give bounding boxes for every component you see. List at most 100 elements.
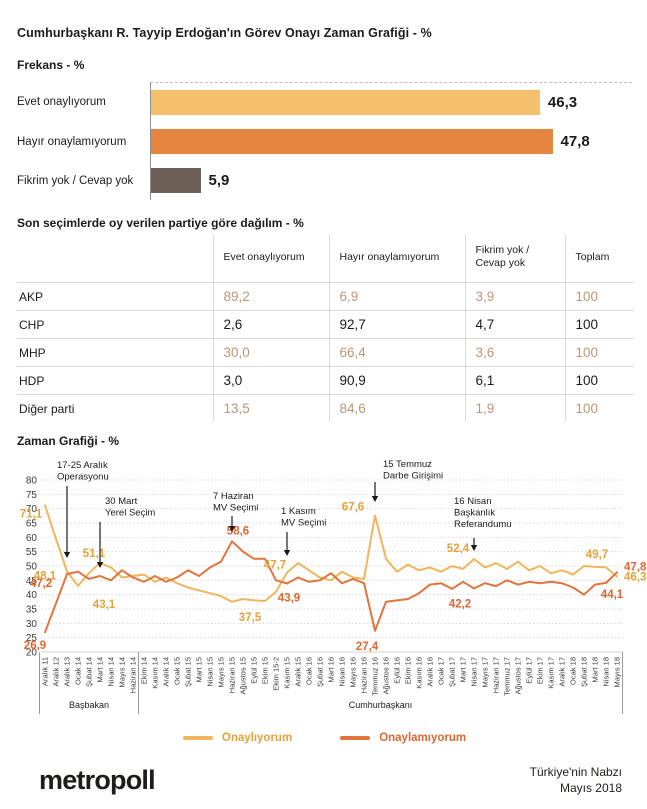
party-name-cell: AKP — [17, 282, 213, 311]
svg-text:Ekim 15-2: Ekim 15-2 — [272, 657, 281, 691]
svg-text:Ekim 15: Ekim 15 — [261, 657, 270, 684]
svg-text:47,7: 47,7 — [264, 560, 286, 572]
svg-text:Aralık 14: Aralık 14 — [162, 657, 171, 687]
svg-text:Ağustos 16: Ağustos 16 — [382, 657, 391, 695]
svg-text:43,1: 43,1 — [93, 599, 116, 611]
svg-text:25: 25 — [26, 633, 38, 644]
table-cell: 3,0 — [212, 366, 329, 395]
svg-text:43,9: 43,9 — [278, 593, 300, 605]
svg-text:Aralık 15: Aralık 15 — [294, 657, 303, 687]
legend-item-disapprove: Onaylamıyorum — [340, 732, 466, 744]
bar-label: Evet onaylıyorum — [17, 96, 106, 108]
svg-text:Mayıs 16: Mayıs 16 — [349, 657, 358, 687]
svg-text:Ağustos 17: Ağustos 17 — [514, 657, 523, 695]
table-cell: 66,4 — [328, 338, 465, 367]
svg-text:Nisan 16: Nisan 16 — [338, 657, 347, 687]
bar — [151, 129, 553, 154]
svg-text:16 Nisan: 16 Nisan — [454, 496, 492, 507]
table-cell: 92,7 — [328, 310, 465, 339]
svg-text:Temmuz 16: Temmuz 16 — [371, 657, 380, 696]
table-cell: 84,6 — [328, 394, 465, 423]
svg-text:47,8: 47,8 — [624, 562, 647, 574]
bar-area: 46,3 — [150, 82, 632, 122]
svg-text:Kasım 15: Kasım 15 — [283, 657, 292, 689]
svg-text:52,4: 52,4 — [447, 543, 470, 555]
bar — [151, 168, 201, 193]
svg-text:65: 65 — [26, 519, 38, 530]
svg-text:Referandumu: Referandumu — [454, 519, 512, 530]
page-title: Cumhurbaşkanı R. Tayyip Erdoğan'ın Görev… — [17, 26, 432, 40]
svg-text:Mart 14: Mart 14 — [96, 657, 105, 682]
svg-text:Ağustos 15: Ağustos 15 — [239, 657, 248, 695]
svg-text:Operasyonu: Operasyonu — [57, 472, 109, 483]
table-row: CHP 2,6 92,7 4,7 100 — [17, 310, 634, 339]
bar-area: 5,9 — [150, 161, 632, 200]
bar-value: 47,8 — [560, 133, 590, 150]
svg-text:70: 70 — [26, 504, 38, 515]
svg-text:Eylül 16: Eylül 16 — [393, 657, 402, 684]
svg-text:Mart 17: Mart 17 — [459, 657, 468, 682]
table-cell: 100 — [564, 338, 634, 367]
chart-legend: Onaylıyorum Onaylamıyorum — [17, 732, 632, 744]
svg-text:42,2: 42,2 — [449, 599, 471, 611]
table-cell: 6,9 — [328, 282, 465, 311]
footer-edition: Türkiye'nin Nabzı Mayıs 2018 — [530, 764, 622, 796]
table-cell: 4,7 — [464, 310, 565, 339]
svg-text:47,2: 47,2 — [30, 578, 52, 590]
svg-text:15 Temmuz: 15 Temmuz — [383, 459, 432, 470]
svg-text:20: 20 — [26, 648, 38, 659]
svg-text:Haziran 17: Haziran 17 — [492, 657, 501, 693]
time-chart-heading: Zaman Grafiği - % — [17, 434, 120, 449]
svg-text:Kasım 14: Kasım 14 — [151, 657, 160, 689]
svg-text:55: 55 — [26, 547, 38, 558]
svg-text:Başbakan: Başbakan — [69, 700, 109, 710]
svg-text:45: 45 — [26, 576, 38, 587]
footer-edition-date: Mayıs 2018 — [559, 781, 622, 796]
svg-text:Ocak 16: Ocak 16 — [305, 657, 314, 685]
table-row: HDP 3,0 90,9 6,1 100 — [17, 366, 634, 395]
svg-text:Mayıs 17: Mayıs 17 — [481, 657, 490, 687]
svg-text:MV Seçimi: MV Seçimi — [281, 518, 326, 529]
svg-text:Ekim 14: Ekim 14 — [140, 657, 149, 684]
table-header-cell: Evet onaylıyorum — [212, 234, 329, 283]
svg-text:Şubat 16: Şubat 16 — [316, 657, 325, 687]
legend-label-disapprove: Onaylamıyorum — [379, 732, 467, 745]
freq-bar-row: Hayır onaylamıyorum 47,8 — [17, 122, 632, 161]
svg-text:48,1: 48,1 — [34, 571, 57, 583]
table-cell: 100 — [564, 282, 634, 311]
party-name-cell: MHP — [17, 338, 213, 367]
svg-text:50: 50 — [26, 562, 38, 573]
svg-text:75: 75 — [26, 490, 38, 501]
x-axis-labels: Aralık 11 Aralık 12 Aralık 13 Ocak 14 Şubat … — [41, 657, 622, 696]
svg-text:Ocak 18: Ocak 18 — [569, 657, 578, 685]
svg-text:30 Mart: 30 Mart — [105, 496, 138, 507]
svg-text:Haziran 15: Haziran 15 — [228, 657, 237, 693]
svg-text:60: 60 — [26, 533, 38, 544]
table-cell: 2,6 — [212, 310, 329, 339]
svg-text:Aralık 13: Aralık 13 — [63, 657, 72, 687]
party-table: Evet onaylıyorum Hayır onaylamıyorum Fikri… — [17, 234, 634, 423]
footer: metropoll Türkiye'nin Nabzı Mayıs 2018 — [17, 764, 632, 796]
table-header-cell: Toplam — [564, 234, 634, 283]
svg-text:1 Kasım: 1 Kasım — [281, 506, 316, 517]
series-line-onayliyorum — [44, 504, 618, 604]
svg-text:Kasım 16: Kasım 16 — [415, 657, 424, 689]
approve-line-swatch — [182, 736, 213, 741]
svg-text:Aralık 12: Aralık 12 — [52, 657, 61, 687]
table-cell: 13,5 — [212, 394, 329, 423]
svg-text:35: 35 — [26, 605, 38, 616]
table-row: AKP 89,2 6,9 3,9 100 — [17, 282, 634, 311]
svg-text:Nisan 17: Nisan 17 — [470, 657, 479, 687]
svg-text:49,7: 49,7 — [586, 549, 608, 561]
party-table-heading: Son seçimlerde oy verilen partiye göre d… — [17, 216, 304, 230]
data-point-labels: 71,1 48,1 43,1 51,1 37,5 47,7 67,6 52,4 49,7 46,3… — [20, 502, 647, 653]
svg-text:Mayıs 15: Mayıs 15 — [217, 657, 226, 687]
metropoll-logo: metropoll — [39, 764, 156, 795]
svg-text:Aralık 17: Aralık 17 — [558, 657, 567, 687]
freq-bar-row: Fikrim yok / Cevap yok 5,9 — [17, 161, 632, 200]
svg-text:Şubat 14: Şubat 14 — [85, 657, 94, 687]
frequency-bar-chart: Evet onaylıyorum 46,3 Hayır onaylamıyorum 4… — [17, 82, 632, 200]
svg-text:51,1: 51,1 — [83, 548, 106, 560]
